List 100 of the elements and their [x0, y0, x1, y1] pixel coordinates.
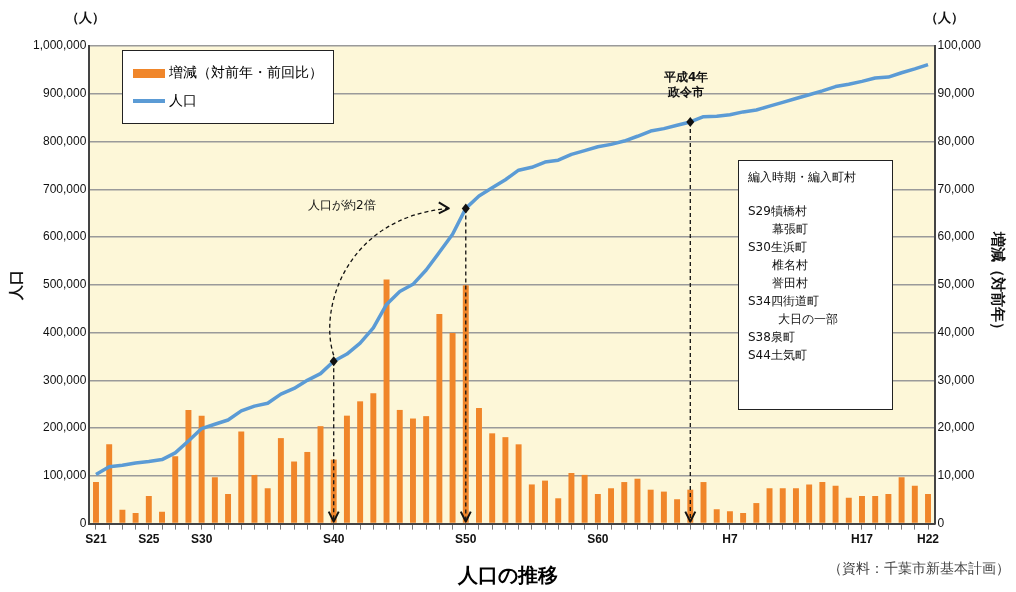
- bar: [211, 477, 218, 523]
- y-tick-label: 1,000,000: [32, 38, 87, 53]
- bar: [357, 401, 364, 523]
- bar: [542, 480, 548, 523]
- bar: [304, 451, 311, 523]
- bar: [726, 511, 733, 523]
- bar: [581, 474, 588, 523]
- bar: [396, 409, 403, 523]
- bar: [792, 488, 799, 523]
- annotation: 誉田村: [772, 276, 808, 291]
- y-tick-label: 0: [79, 515, 87, 530]
- bar: [106, 444, 113, 523]
- x-tick-label: S40: [323, 532, 345, 547]
- y2-tick-label: 70,000: [937, 181, 975, 196]
- bar: [660, 491, 667, 523]
- bar: [779, 488, 786, 523]
- bar: [198, 415, 205, 523]
- text: 人口の推移: [458, 563, 558, 587]
- bar: [225, 493, 232, 523]
- x-tick-label: S60: [587, 532, 609, 547]
- text: （資料：千葉市新基本計画）: [828, 560, 1010, 577]
- annotation: S29犢橋村: [748, 204, 807, 219]
- annotation: S30生浜町: [748, 240, 807, 255]
- bar: [608, 488, 615, 523]
- y2-tick-label: 90,000: [937, 86, 975, 101]
- y-tick-label: 400,000: [42, 324, 87, 339]
- y2-tick-label: 30,000: [937, 372, 975, 387]
- legend-label: 増減（対前年・前回比）: [169, 64, 323, 82]
- bar: [436, 313, 443, 523]
- annotation: 椎名村: [772, 258, 808, 273]
- x-tick-label: S50: [455, 532, 477, 547]
- x-tick-label: H7: [722, 532, 738, 547]
- bar: [502, 437, 509, 523]
- y2-tick-label: 20,000: [937, 420, 975, 435]
- bar: [859, 495, 865, 523]
- bar: [819, 482, 826, 523]
- y-tick-label: 500,000: [42, 277, 87, 292]
- y-tick-label: 700,000: [42, 181, 87, 196]
- bar: [911, 485, 918, 523]
- bar: [343, 415, 350, 523]
- x-tick-label: S30: [190, 532, 213, 547]
- annotation: 幕張町: [772, 222, 808, 237]
- bar: [277, 438, 284, 523]
- bar: [713, 509, 720, 523]
- annotation: S38泉町: [748, 330, 795, 345]
- bar: [872, 495, 879, 523]
- bar: [93, 482, 99, 523]
- bar: [845, 497, 852, 523]
- x-tick-label: S25: [138, 532, 160, 547]
- bar: [409, 418, 416, 523]
- x-tick-label: H22: [917, 532, 940, 547]
- bar: [489, 433, 496, 523]
- y-tick-label: 100,000: [42, 468, 87, 483]
- y-axis-title: 人口: [7, 269, 25, 301]
- y2-tick-label: 100,000: [937, 38, 982, 53]
- annotation: 人口が約2倍: [308, 198, 376, 213]
- x-tick-label: H17: [850, 532, 874, 547]
- bar: [145, 495, 152, 523]
- text: （人）: [66, 10, 105, 26]
- legend-label: 人口: [169, 92, 197, 110]
- annotation: 政令市: [668, 85, 704, 100]
- bar: [753, 503, 760, 523]
- bar: [568, 472, 575, 523]
- bar: [119, 509, 126, 523]
- bar: [740, 513, 747, 523]
- bar: [832, 485, 839, 523]
- bar: [159, 511, 165, 523]
- bar: [291, 461, 298, 523]
- annotation: S44土気町: [748, 348, 807, 363]
- bar: [528, 484, 535, 523]
- bar: [766, 488, 773, 523]
- bar: [132, 513, 139, 523]
- annotation: 編入時期・編入町村: [748, 170, 856, 185]
- y-tick-label: 600,000: [42, 229, 87, 244]
- y2-tick-label: 60,000: [937, 229, 975, 244]
- bar: [251, 474, 258, 523]
- bar: [515, 444, 522, 523]
- annotation: S34四街道町: [748, 294, 819, 309]
- y2-tick-label: 50,000: [937, 277, 975, 292]
- bar: [555, 498, 562, 523]
- bar: [185, 409, 192, 523]
- y-tick-label: 200,000: [42, 420, 87, 435]
- bar: [647, 489, 654, 523]
- y-tick-label: 800,000: [42, 133, 87, 148]
- annotation: 大日の一部: [778, 312, 838, 327]
- y-tick-label: 300,000: [42, 372, 87, 387]
- bar: [594, 493, 601, 523]
- bar: [238, 431, 245, 523]
- bar: [925, 493, 931, 523]
- bar: [449, 333, 456, 523]
- text: （人）: [925, 10, 964, 26]
- y2-axis-title: 増減（対前年）: [989, 231, 1007, 338]
- y2-tick-label: 80,000: [937, 133, 975, 148]
- bar: [383, 279, 390, 523]
- bar: [621, 482, 628, 523]
- y2-tick-label: 0: [937, 515, 945, 530]
- bar: [674, 499, 681, 523]
- bar: [885, 493, 892, 523]
- bar: [634, 478, 641, 523]
- bar: [806, 484, 813, 523]
